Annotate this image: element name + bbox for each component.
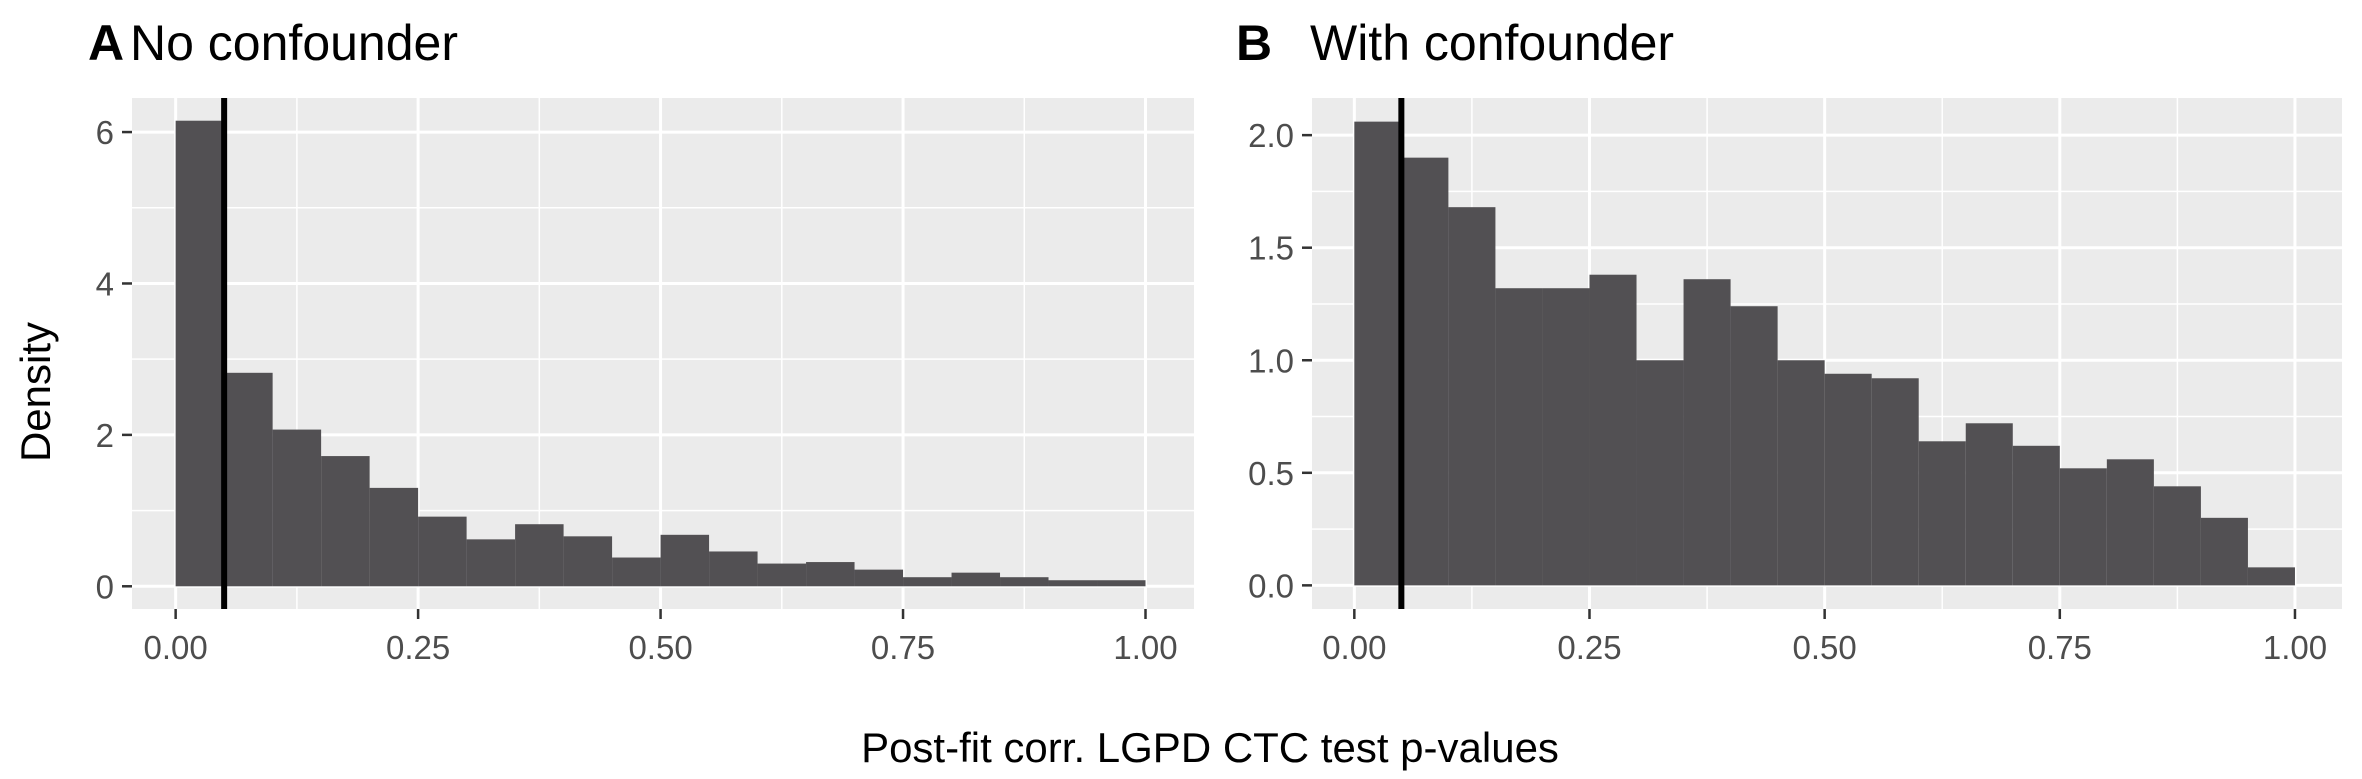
panel-b-histogram-bar	[1495, 288, 1543, 586]
panel-a-x-tick-label: 0.00	[144, 629, 208, 666]
panel-a-x-tick-label: 0.75	[871, 629, 935, 666]
panel-a-histogram-bar	[1000, 577, 1049, 587]
panel-b-histogram-bar	[2153, 486, 2201, 586]
panel-b-histogram-bar	[1636, 360, 1684, 586]
panel-b-histogram-bar	[2059, 468, 2107, 586]
panel-b-y-tick-label: 1.0	[1248, 342, 1294, 379]
x-axis-title: Post-fit corr. LGPD CTC test p-values	[861, 724, 1559, 771]
panel-a-histogram-bar	[418, 516, 467, 587]
panel-a-histogram-bar	[757, 563, 807, 587]
panel-b-histogram-bar	[1448, 207, 1496, 586]
panel-b-x-tick-label: 0.75	[2028, 629, 2092, 666]
panel-a-histogram-bar	[563, 536, 613, 587]
panel-a-tag: A	[88, 15, 124, 71]
panel-a-histogram-bar	[321, 456, 370, 587]
panel-b: 0.00 0.25 0.50 0.75 1.00 0.0 0.5 1.0 1.5 2.0 B With…	[1236, 15, 2342, 666]
panel-a-histogram-bar	[175, 120, 225, 587]
panel-b-title: With confounder	[1310, 15, 1674, 71]
panel-b-histogram-bar	[2200, 517, 2248, 586]
panel-b-histogram-bar	[1589, 274, 1637, 586]
panel-a-histogram-bar	[1048, 580, 1098, 587]
panel-b-histogram-bar	[1730, 306, 1778, 586]
panel-a-histogram-bar	[709, 551, 758, 587]
panel-a-histogram-bar	[806, 562, 855, 587]
panel-b-y-tick-label: 0.5	[1248, 455, 1294, 492]
panel-a-y-tick-label: 6	[96, 114, 114, 151]
panel-b-histogram-bar	[1965, 423, 2013, 586]
panel-b-x-tick-label: 0.00	[1322, 629, 1386, 666]
panel-b-histogram-bar	[1542, 288, 1590, 586]
panel-b-y-tick-label: 1.5	[1248, 230, 1294, 267]
panel-b-histogram-bar	[1918, 441, 1966, 586]
panel-b-histogram-bar	[1871, 378, 1919, 586]
panel-b-histogram-bar	[1824, 373, 1872, 586]
panel-b-x-tick-label: 1.00	[2263, 629, 2327, 666]
panel-b-histogram-bar	[1683, 279, 1731, 586]
panel-a-y-tick-label: 4	[96, 265, 114, 302]
panel-b-x-tick-label: 0.25	[1557, 629, 1621, 666]
panel-a-histogram-bar	[903, 577, 952, 587]
panel-a-x-tick-label: 1.00	[1113, 629, 1177, 666]
panel-b-histogram-bar	[2106, 459, 2154, 586]
panel-b-histogram-bar	[2247, 567, 2295, 586]
panel-a-x-tick-label: 0.50	[628, 629, 692, 666]
panel-a-histogram-bar	[224, 372, 273, 587]
panel-b-tag: B	[1236, 15, 1272, 71]
panel-a-histogram-bar	[1097, 580, 1146, 587]
y-axis-title: Density	[12, 322, 59, 462]
panel-b-histogram-bar	[2012, 445, 2060, 586]
panel-a-histogram-bar	[515, 524, 564, 587]
panel-b-x-tick-label: 0.50	[1793, 629, 1857, 666]
panel-a-histogram-bar	[369, 487, 419, 587]
panel-a-title: No confounder	[130, 15, 458, 71]
panel-a-histogram-bar	[272, 429, 322, 587]
panel-b-y-tick-label: 2.0	[1248, 117, 1294, 154]
panel-a: 0.00 0.25 0.50 0.75 1.00 0 2 4 6 A No confounder	[88, 15, 1194, 666]
panel-a-y-tick-label: 2	[96, 417, 114, 454]
panel-b-histogram-bar	[1401, 157, 1449, 586]
panel-b-histogram-bar	[1777, 360, 1825, 586]
panel-a-y-tick-label: 0	[96, 568, 114, 605]
panel-a-histogram-bar	[951, 572, 1001, 587]
panel-a-x-tick-label: 0.25	[386, 629, 450, 666]
panel-b-y-tick-label: 0.0	[1248, 567, 1294, 604]
panel-a-histogram-bar	[660, 534, 710, 587]
panel-a-histogram-bar	[612, 557, 661, 587]
panel-a-histogram-bar	[466, 539, 516, 587]
panel-a-histogram-bar	[854, 569, 904, 587]
panel-b-histogram-bar	[1354, 121, 1402, 586]
